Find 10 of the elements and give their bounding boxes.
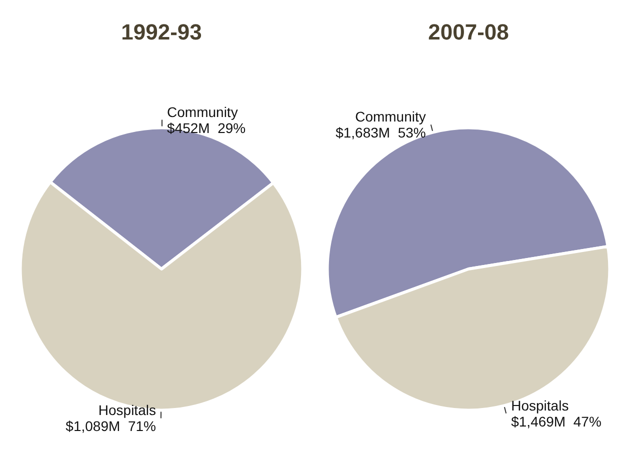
data-label: $1,469M 47% <box>511 413 602 430</box>
chart-title: 1992-93 <box>121 20 202 44</box>
chart-title: 2007-08 <box>428 20 509 44</box>
data-label: $1,089M 71% <box>66 418 156 434</box>
data-label: $452M 29% <box>167 120 246 136</box>
slice-label: Community <box>167 104 238 120</box>
data-label: $1,683M 53% <box>336 124 426 141</box>
slice-label: Hospitals <box>511 397 569 414</box>
slice-label: Community <box>355 108 426 125</box>
slice-label: Hospitals <box>98 402 156 418</box>
